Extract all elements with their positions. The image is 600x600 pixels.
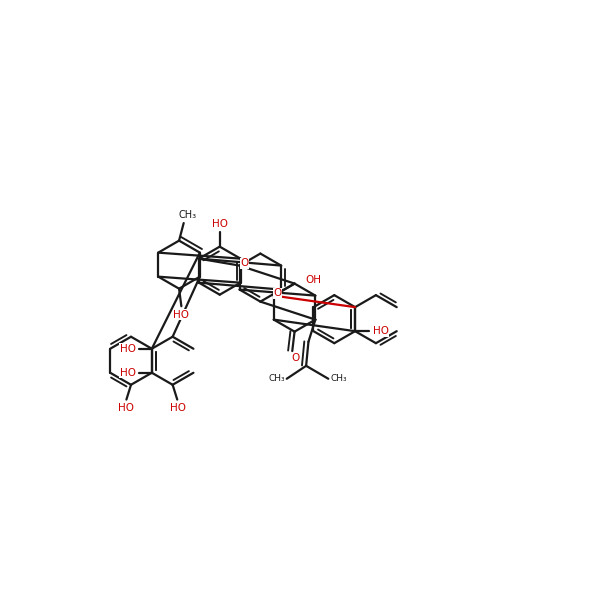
Text: HO: HO bbox=[373, 326, 389, 336]
Text: CH₃: CH₃ bbox=[178, 210, 196, 220]
Text: HO: HO bbox=[118, 403, 134, 413]
Text: HO: HO bbox=[120, 368, 136, 378]
Text: HO: HO bbox=[170, 403, 186, 413]
Text: HO: HO bbox=[173, 310, 190, 320]
Text: O: O bbox=[292, 353, 299, 364]
Text: HO: HO bbox=[212, 218, 228, 229]
Text: O: O bbox=[240, 258, 248, 268]
Text: CH₃: CH₃ bbox=[330, 374, 347, 383]
Text: CH₃: CH₃ bbox=[268, 374, 285, 383]
Text: HO: HO bbox=[120, 344, 136, 354]
Text: OH: OH bbox=[305, 275, 321, 285]
Text: O: O bbox=[274, 288, 281, 298]
